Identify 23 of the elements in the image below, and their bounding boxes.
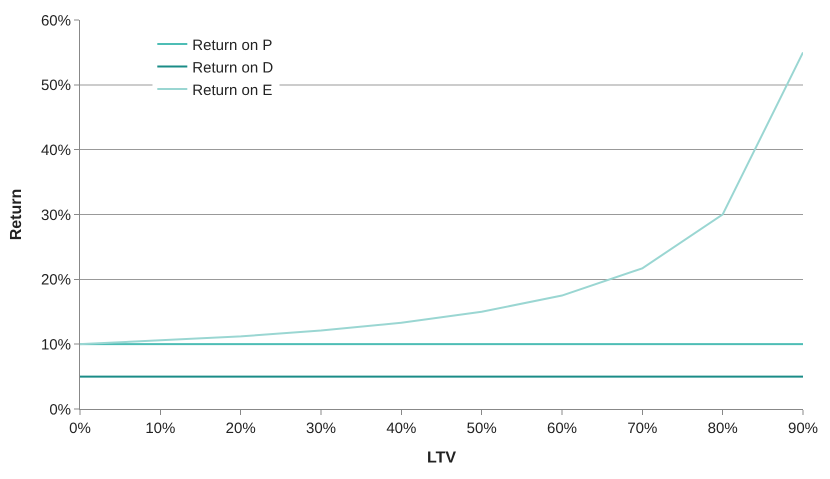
legend-label: Return on E xyxy=(192,82,272,99)
x-tick-label: 60% xyxy=(546,420,578,437)
x-tick-label: 50% xyxy=(466,420,497,437)
y-tick-label: 30% xyxy=(40,206,71,224)
y-tick-label: 20% xyxy=(40,272,71,289)
x-tick-label: 70% xyxy=(627,420,658,437)
y-tick-label: 60% xyxy=(40,12,71,30)
line-series xyxy=(80,51,803,346)
y-tick-label: 40% xyxy=(40,142,71,159)
x-axis-title: LTV xyxy=(426,450,456,467)
x-tick-label: 80% xyxy=(708,420,738,437)
x-tick-label: 40% xyxy=(386,420,416,437)
x-tick-label: 90% xyxy=(788,420,818,437)
x-tick-label: 0% xyxy=(69,420,91,437)
y-tick-label: 10% xyxy=(40,336,71,354)
legend-label: Return on D xyxy=(192,59,274,76)
y-tick-label: 50% xyxy=(40,77,71,94)
x-tick-label: 20% xyxy=(226,420,256,437)
legend-label: Return on P xyxy=(192,36,272,54)
x-tick-label: 10% xyxy=(145,420,176,437)
x-tick-label: 30% xyxy=(306,420,336,437)
y-axis-title: Return xyxy=(8,188,25,240)
y-tick-label: 0% xyxy=(49,401,71,418)
